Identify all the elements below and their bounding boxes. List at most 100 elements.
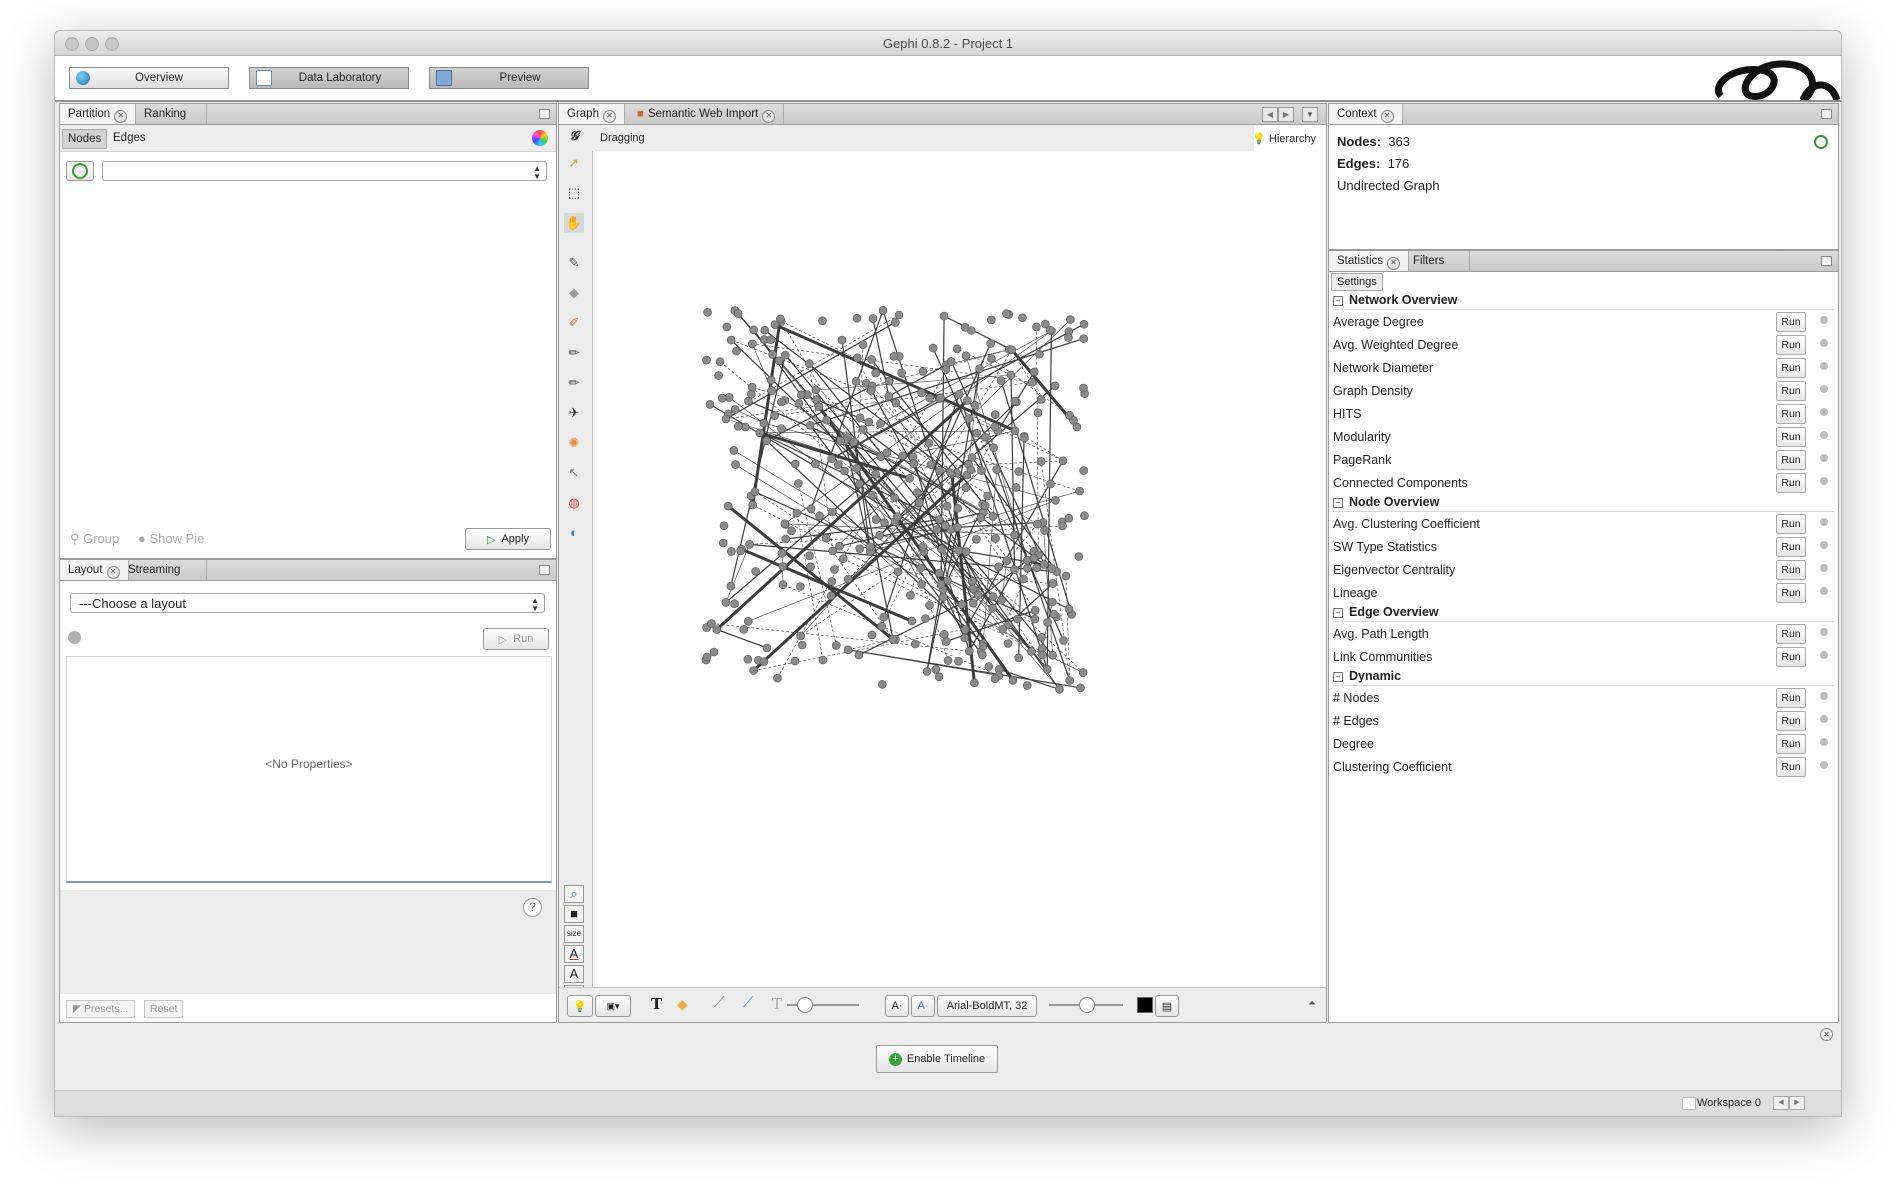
graph-node[interactable] (1079, 383, 1088, 393)
graph-node[interactable] (1066, 315, 1075, 324)
graph-edge[interactable] (809, 363, 833, 551)
run-statistic-button[interactable]: Run (1776, 711, 1806, 731)
graph-node[interactable] (702, 355, 711, 365)
graph-node[interactable] (1020, 433, 1029, 443)
graph-node[interactable] (868, 490, 877, 500)
graph-node[interactable] (703, 308, 712, 317)
graph-node[interactable] (867, 630, 877, 640)
color-wheel-icon[interactable]: ◍ (568, 495, 580, 510)
graph-node[interactable] (774, 356, 784, 366)
graph-node[interactable] (986, 315, 996, 325)
color-palette-icon[interactable] (532, 130, 548, 146)
run-statistic-button[interactable]: Run (1776, 404, 1806, 424)
report-status-icon[interactable] (1820, 628, 1828, 636)
node-label-icon[interactable]: ◆ (677, 996, 688, 1012)
graph-node[interactable] (867, 355, 876, 364)
graph-node[interactable] (714, 371, 723, 380)
graph-node[interactable] (970, 401, 980, 410)
graph-node[interactable] (822, 415, 831, 425)
graph-node[interactable] (906, 591, 915, 600)
collapse-icon[interactable]: − (1333, 498, 1343, 508)
graph-node[interactable] (1047, 597, 1057, 607)
graph-node[interactable] (796, 631, 805, 641)
graph-edge[interactable] (856, 344, 864, 469)
graph-node[interactable] (780, 519, 790, 529)
run-statistic-button[interactable]: Run (1776, 358, 1806, 378)
report-status-icon[interactable] (1820, 715, 1828, 723)
graph-node[interactable] (777, 424, 786, 433)
graph-edge[interactable] (754, 491, 827, 539)
graph-node[interactable] (994, 562, 1004, 572)
graph-node[interactable] (893, 512, 902, 521)
refresh-context-icon[interactable] (1814, 135, 1828, 149)
graph-node[interactable] (1074, 552, 1084, 561)
graph-node[interactable] (766, 335, 776, 344)
layout-run-button[interactable]: ▷ Run (483, 628, 549, 650)
graph-canvas[interactable] (593, 152, 1323, 986)
graph-node[interactable] (880, 518, 889, 527)
graph-node[interactable] (1048, 579, 1058, 588)
graph-edge[interactable] (785, 519, 940, 540)
subtab-edges[interactable]: Edges (113, 132, 146, 144)
graph-node[interactable] (1079, 334, 1089, 343)
graph-edge[interactable] (719, 361, 1036, 620)
graph-edge[interactable] (716, 628, 768, 649)
preview-button[interactable]: Preview (429, 67, 589, 89)
diamond-icon[interactable]: ◆ (569, 285, 579, 300)
graph-edge[interactable] (798, 403, 1084, 673)
graph-node[interactable] (1027, 647, 1036, 656)
subtab-nodes[interactable]: Nodes (62, 129, 108, 149)
graph-node[interactable] (996, 376, 1006, 385)
graph-edge[interactable] (964, 460, 1064, 630)
graph-node[interactable] (967, 576, 977, 586)
graph-edge[interactable] (777, 361, 952, 679)
graph-node[interactable] (941, 365, 951, 374)
graph-node[interactable] (745, 540, 754, 549)
tab-partition[interactable]: Partition ✕ (60, 104, 137, 124)
color-picker-icon[interactable]: ◐ (570, 525, 578, 540)
partition-parameter-select[interactable]: ▲ ▼ (102, 161, 547, 181)
graph-node[interactable] (1032, 322, 1041, 332)
graph-node[interactable] (866, 386, 876, 395)
run-statistic-button[interactable]: Run (1776, 647, 1806, 667)
graph-node[interactable] (723, 501, 733, 511)
report-status-icon[interactable] (1820, 564, 1828, 572)
graph-edge[interactable] (859, 417, 1038, 525)
tab-streaming[interactable]: Streaming (120, 560, 207, 580)
graph-node[interactable] (792, 508, 802, 518)
edge-labels-icon[interactable]: T (772, 995, 783, 1013)
graph-node[interactable] (722, 322, 732, 332)
graph-node[interactable] (925, 601, 934, 610)
graph-node[interactable] (731, 460, 740, 469)
graph-node[interactable] (925, 393, 935, 403)
collapse-icon[interactable]: − (1333, 296, 1343, 306)
close-tab-icon[interactable]: ✕ (106, 566, 120, 579)
run-statistic-button[interactable]: Run (1776, 312, 1806, 332)
graph-node[interactable] (884, 376, 894, 386)
graph-node[interactable] (790, 459, 800, 469)
graph-node[interactable] (910, 639, 920, 649)
graph-edge[interactable] (965, 355, 1028, 561)
graph-edge[interactable] (859, 483, 1002, 601)
close-window-button[interactable] (65, 37, 79, 51)
graph-edge[interactable] (857, 357, 903, 456)
graph-node[interactable] (957, 599, 967, 609)
graph-node[interactable] (1004, 620, 1013, 630)
graph-node[interactable] (739, 624, 749, 634)
close-tab-icon[interactable]: ✕ (1380, 110, 1394, 123)
graph-node[interactable] (972, 428, 981, 438)
graph-node[interactable] (1036, 457, 1046, 466)
graph-node[interactable] (719, 521, 729, 531)
graph-node[interactable] (705, 400, 715, 409)
graph-node[interactable] (871, 515, 881, 524)
graph-edge[interactable] (715, 399, 969, 631)
graph-node[interactable] (865, 542, 875, 552)
graph-node[interactable] (805, 551, 814, 561)
graph-node[interactable] (984, 662, 994, 671)
graph-node[interactable] (1045, 325, 1055, 335)
graph-edge[interactable] (971, 457, 1058, 572)
graph-node[interactable] (796, 582, 805, 591)
graph-node[interactable] (1029, 553, 1039, 563)
graph-node[interactable] (939, 311, 949, 321)
graph-node[interactable] (749, 666, 758, 675)
